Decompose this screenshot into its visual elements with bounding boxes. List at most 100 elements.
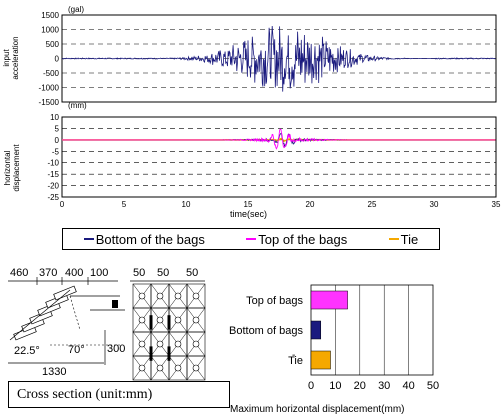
angle-line xyxy=(69,295,81,331)
displacement-ylabel-line2: displacement xyxy=(12,144,21,192)
legend-item-top: Top of the bags xyxy=(246,232,347,247)
acceleration-ytick-label: 1500 xyxy=(41,11,59,20)
grid-dim-2: 50 xyxy=(157,267,169,279)
legend-swatch-tie xyxy=(388,238,399,240)
displacement-ytick-label: 5 xyxy=(55,124,60,133)
acceleration-ylabel-line1: input xyxy=(2,49,11,67)
bar-bottom-of-bags xyxy=(310,320,322,340)
displacement-chart: (mm) horizontal displacement 10 5 0 -5 -10 -1… xyxy=(3,101,501,219)
acceleration-ytick-label: -1500 xyxy=(39,98,60,107)
dim-400: 400 xyxy=(65,267,83,279)
bar-category-label: Tie xyxy=(288,355,303,367)
mesh-node xyxy=(138,340,146,348)
acceleration-chart: (gal) input acceleration 1500 1000 500 0 -50… xyxy=(2,5,497,107)
dim-300: 300 xyxy=(107,343,125,355)
dim-1330: 1330 xyxy=(42,366,66,378)
bar-top-of-bags xyxy=(310,290,348,310)
displacement-xtick-label: 30 xyxy=(430,200,439,209)
bar-category-label: Bottom of bags xyxy=(229,325,303,337)
legend-swatch-bottom xyxy=(83,238,94,240)
displacement-xtick-label: 15 xyxy=(244,200,253,209)
dim-460: 460 xyxy=(10,267,28,279)
acceleration-ytick-label: -500 xyxy=(43,69,60,78)
grid-dim-3: 50 xyxy=(186,267,198,279)
legend-item-bottom: Bottom of the bags xyxy=(83,231,205,247)
bar-series xyxy=(310,290,348,370)
acceleration-unit: (gal) xyxy=(68,5,84,14)
bar-xtick-label: 20 xyxy=(354,380,366,392)
mesh-node xyxy=(174,340,182,348)
acceleration-ytick-label: 1000 xyxy=(41,26,59,35)
bar-xticks: 0 10 20 30 40 50 xyxy=(308,380,439,392)
mesh-bar xyxy=(167,346,171,361)
mesh-node xyxy=(174,364,182,372)
displacement-yticks: 10 5 0 -5 -10 -15 -20 -25 xyxy=(47,113,59,202)
displacement-xtick-label: 20 xyxy=(306,200,315,209)
mesh-node xyxy=(174,292,182,300)
acceleration-ytick-label: 0 xyxy=(55,55,60,64)
mesh-bar xyxy=(167,315,171,330)
cross-section-diagram: 460 370 400 100 22.5° 70° 300 1330 50 50 xyxy=(8,267,206,381)
displacement-xticks: 0 5 10 15 20 25 30 35 xyxy=(60,200,501,209)
acceleration-ylabel-line2: acceleration xyxy=(11,36,20,79)
displacement-unit: (mm) xyxy=(68,101,87,110)
acceleration-ytick-label: 500 xyxy=(46,40,60,49)
displacement-ytick-label: -25 xyxy=(47,193,59,202)
acceleration-yticks: 1500 1000 500 0 -500 -1000 -1500 xyxy=(39,11,60,107)
displacement-ylabel-line1: horizontal xyxy=(3,150,12,185)
mesh-node xyxy=(156,316,164,324)
cross-section-caption: Cross section (unit:mm) xyxy=(8,381,230,408)
displacement-ytick-label: 10 xyxy=(50,113,59,122)
displacement-ytick-label: -20 xyxy=(47,182,59,191)
mesh-node xyxy=(174,316,182,324)
displacement-xtick-label: 5 xyxy=(122,200,127,209)
mesh-node xyxy=(192,364,200,372)
bar-category-labels: Top of bags Bottom of bags Tie xyxy=(229,295,303,367)
bar-category-label: Top of bags xyxy=(246,295,303,307)
legend: Bottom of the bags Top of the bags Tie xyxy=(62,228,440,250)
legend-label-bottom: Bottom of the bags xyxy=(95,231,205,247)
mesh-node xyxy=(138,316,146,324)
mesh-node xyxy=(156,364,164,372)
displacement-xtick-label: 25 xyxy=(368,200,377,209)
bar-tie xyxy=(310,350,331,370)
displacement-xtick-label: 0 xyxy=(60,200,65,209)
mesh-node xyxy=(192,316,200,324)
bar-xtick-label: 0 xyxy=(308,380,314,392)
mesh-node xyxy=(138,292,146,300)
bar-xtick-label: 50 xyxy=(427,380,439,392)
legend-item-tie: Tie xyxy=(388,231,419,247)
mesh-bar xyxy=(149,315,153,330)
legend-label-tie: Tie xyxy=(400,231,419,247)
bar-xtick-label: 30 xyxy=(378,380,390,392)
bar-xtick-label: 40 xyxy=(402,380,414,392)
mesh-bar xyxy=(149,346,153,361)
displacement-xtick-label: 10 xyxy=(182,200,191,209)
displacement-ytick-label: -15 xyxy=(47,170,59,179)
displacement-ytick-label: -10 xyxy=(47,159,59,168)
bag xyxy=(53,285,77,301)
mesh-cell xyxy=(186,355,206,381)
legend-label-top: Top of the bags xyxy=(258,231,348,247)
series-top-line xyxy=(62,128,496,150)
mesh-node xyxy=(192,340,200,348)
bar-xlabel: Maximum horizontal displacement(mm) xyxy=(230,404,405,415)
slope-line xyxy=(9,289,71,341)
displacement-ytick-label: -5 xyxy=(52,147,60,156)
displacement-xtick-label: 35 xyxy=(492,200,501,209)
mesh-node xyxy=(156,292,164,300)
grid-dim-1: 50 xyxy=(133,267,145,279)
bar-grid xyxy=(335,285,409,375)
bar-dash-mark: - xyxy=(292,350,295,361)
tie-anchor xyxy=(112,300,118,308)
bar-xtick-label: 10 xyxy=(329,380,341,392)
mesh-node xyxy=(138,364,146,372)
mesh-node xyxy=(156,340,164,348)
displacement-plot-frame xyxy=(61,116,497,198)
max-displacement-bar-chart: Top of bags Bottom of bags Tie 0 10 20 30 40 50… xyxy=(229,284,439,392)
acceleration-ytick-label: -1000 xyxy=(39,84,60,93)
bag-grid-detail xyxy=(132,283,206,381)
angle-22: 22.5° xyxy=(14,345,40,357)
mesh-node xyxy=(192,292,200,300)
